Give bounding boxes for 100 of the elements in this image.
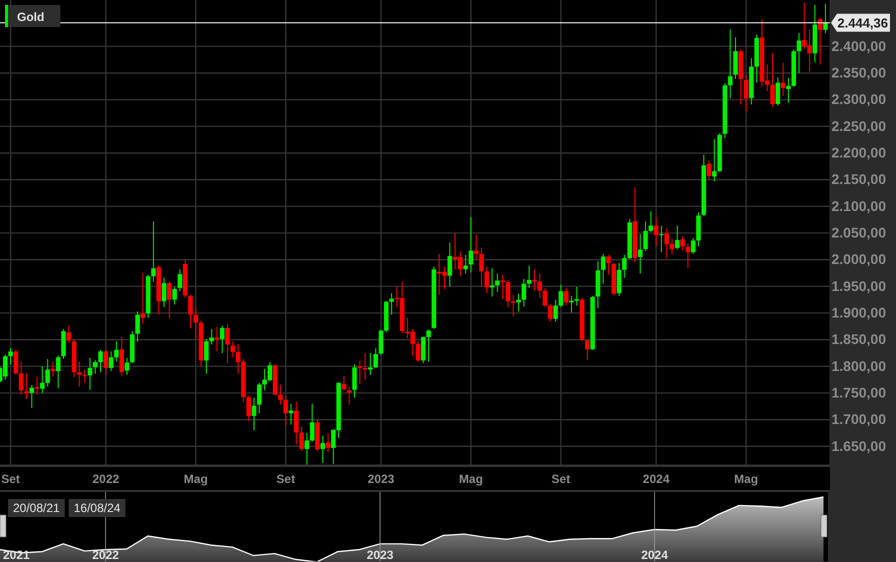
y-tick-label: 1.800,00 bbox=[832, 358, 886, 374]
x-tick-label: 2022 bbox=[92, 472, 120, 486]
candlestick bbox=[188, 294, 193, 328]
candlestick bbox=[283, 395, 288, 426]
candlestick bbox=[744, 74, 748, 112]
candlestick bbox=[606, 254, 611, 276]
y-tick-label: 1.900,00 bbox=[832, 304, 886, 320]
text: Gold bbox=[17, 10, 44, 24]
candlestick bbox=[193, 308, 198, 340]
candlestick bbox=[378, 329, 384, 356]
candlestick bbox=[510, 294, 516, 317]
candlestick bbox=[342, 375, 346, 391]
candlestick bbox=[416, 340, 420, 362]
candlestick bbox=[77, 361, 82, 388]
candlestick bbox=[553, 299, 558, 322]
candlestick bbox=[358, 360, 362, 384]
x-tick-label: 2022 bbox=[92, 548, 120, 562]
candlestick bbox=[88, 357, 92, 390]
candlestick bbox=[294, 401, 299, 446]
candlestick bbox=[162, 277, 166, 308]
x-tick-label: 2023 bbox=[366, 548, 394, 562]
candlestick bbox=[706, 160, 712, 180]
candlestick bbox=[288, 403, 294, 425]
candlestick bbox=[616, 262, 622, 296]
candlestick bbox=[542, 287, 548, 308]
candlestick bbox=[362, 352, 368, 380]
candlestick bbox=[368, 352, 373, 376]
candlestick bbox=[18, 361, 24, 396]
candlestick bbox=[114, 340, 119, 362]
candlestick bbox=[389, 292, 394, 316]
candlestick bbox=[526, 265, 532, 288]
candlestick bbox=[2, 354, 8, 380]
y-tick-label: 2.100,00 bbox=[832, 198, 886, 214]
x-tick-label: Mag bbox=[458, 472, 483, 486]
candlestick bbox=[326, 432, 330, 453]
candlestick bbox=[346, 386, 352, 406]
candlestick bbox=[770, 52, 775, 108]
annotation: 16/08/24 bbox=[74, 501, 121, 515]
candlestick bbox=[82, 369, 87, 384]
x-tick-label: Set bbox=[552, 472, 570, 486]
candlestick bbox=[537, 273, 542, 299]
x-tick-label: Mag bbox=[734, 472, 758, 486]
x-tick-label: 2024 bbox=[641, 548, 668, 562]
y-tick-label: 1.700,00 bbox=[832, 411, 886, 428]
candlestick bbox=[712, 138, 717, 182]
x-tick-label: 2024 bbox=[642, 472, 670, 486]
x-tick-label: Set bbox=[276, 472, 296, 486]
candlestick bbox=[506, 279, 510, 308]
candlestick bbox=[304, 432, 310, 465]
candlestick bbox=[178, 268, 182, 292]
candlestick bbox=[108, 350, 114, 372]
candlestick bbox=[532, 268, 537, 292]
candlestick bbox=[818, 18, 822, 66]
candlestick bbox=[119, 336, 124, 377]
candlestick bbox=[776, 76, 780, 106]
candlestick bbox=[600, 253, 606, 284]
candlestick bbox=[733, 36, 738, 80]
candlestick bbox=[447, 242, 452, 287]
candlestick bbox=[45, 358, 50, 388]
candlestick bbox=[585, 340, 590, 360]
candlestick bbox=[558, 284, 564, 308]
candlestick bbox=[643, 220, 648, 252]
candlestick bbox=[463, 254, 468, 274]
candlestick bbox=[40, 366, 45, 394]
candlestick bbox=[140, 272, 146, 324]
candlestick bbox=[50, 361, 56, 377]
candlestick bbox=[490, 268, 494, 297]
candlestick bbox=[786, 77, 791, 104]
candlestick bbox=[638, 234, 643, 274]
y-tick-label: 2.000,00 bbox=[832, 251, 886, 268]
candlestick bbox=[796, 32, 802, 74]
candlestick bbox=[373, 348, 378, 368]
candlestick bbox=[252, 397, 256, 431]
y-tick-label: 1.650,00 bbox=[832, 438, 886, 454]
y-tick-label: 2.200,00 bbox=[832, 144, 886, 161]
candlestick bbox=[135, 310, 140, 342]
candlestick bbox=[92, 359, 98, 374]
candlestick bbox=[654, 216, 658, 247]
candlestick bbox=[522, 278, 526, 308]
y-tick-label: 2.250,00 bbox=[832, 118, 886, 134]
candlestick bbox=[728, 28, 733, 99]
candlestick bbox=[484, 266, 490, 294]
candlestick bbox=[124, 357, 130, 376]
candlestick bbox=[256, 382, 262, 414]
candlestick bbox=[648, 210, 654, 232]
candlestick bbox=[8, 348, 13, 366]
candlestick bbox=[24, 372, 29, 400]
x-tick-label: 2023 bbox=[368, 472, 395, 486]
candlestick bbox=[299, 426, 304, 452]
candlestick bbox=[569, 295, 574, 313]
candlestick bbox=[500, 274, 505, 300]
candlestick bbox=[167, 281, 172, 319]
candlestick bbox=[56, 355, 61, 389]
candlestick bbox=[320, 435, 326, 464]
candlestick bbox=[209, 328, 214, 345]
x-tick-label: Mag bbox=[184, 472, 208, 486]
y-tick-label: 2.300,00 bbox=[832, 91, 886, 108]
y-tick-label: 2.400,00 bbox=[832, 38, 886, 54]
candlestick bbox=[468, 216, 474, 273]
candlestick bbox=[352, 364, 357, 398]
